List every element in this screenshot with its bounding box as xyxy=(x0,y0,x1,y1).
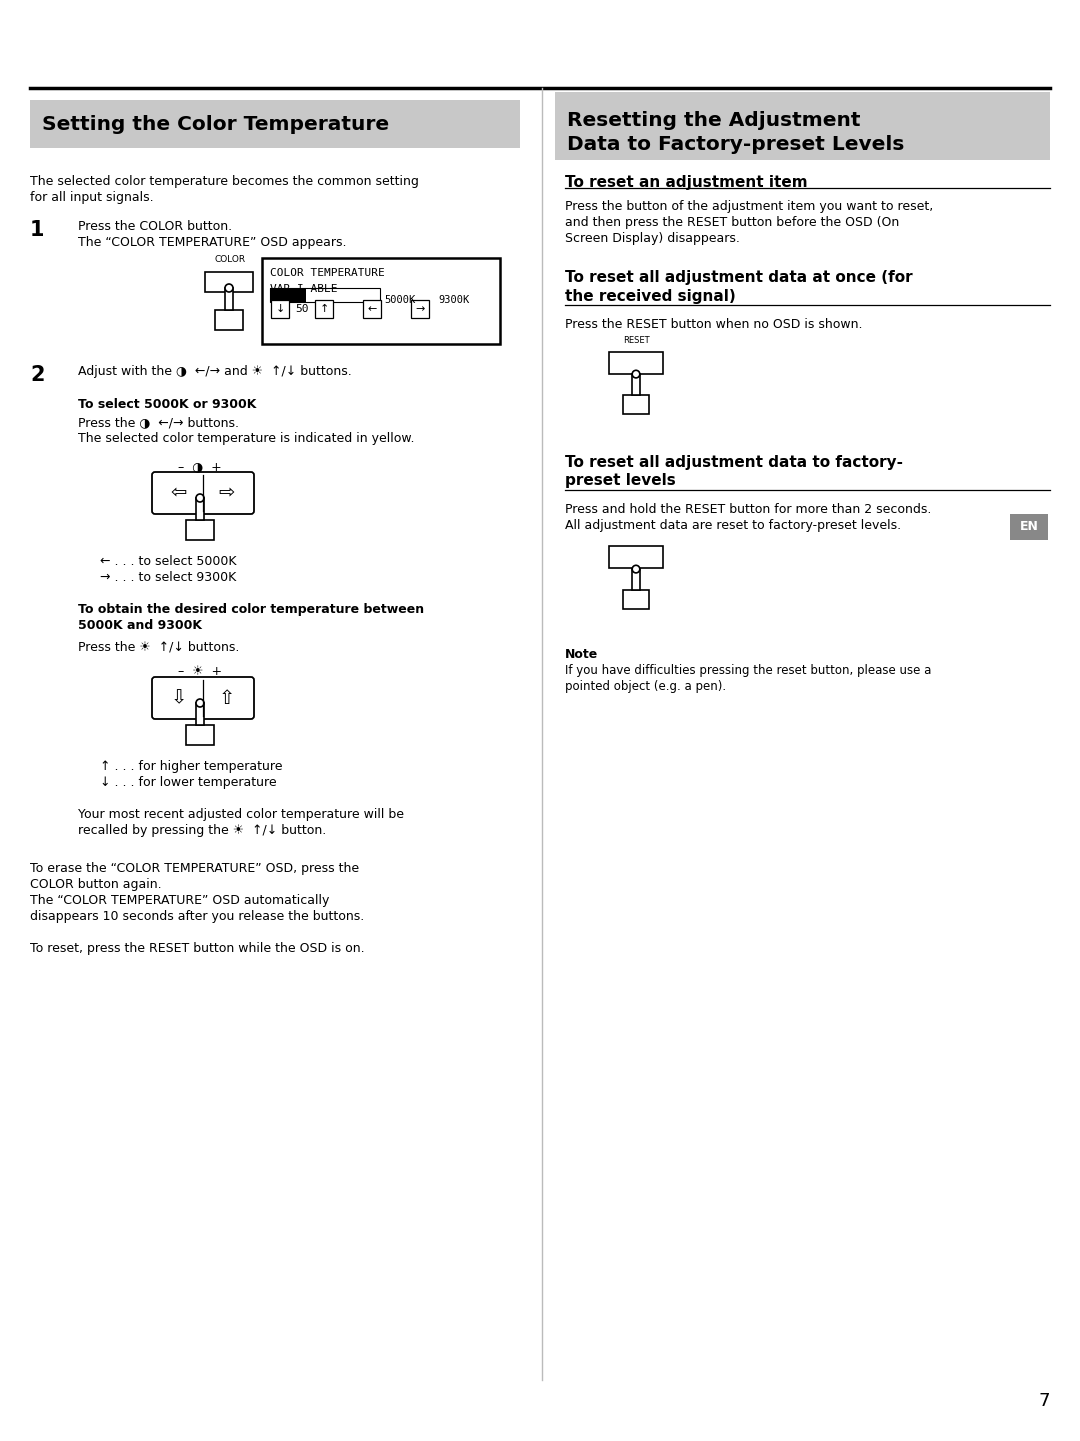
Text: preset levels: preset levels xyxy=(565,473,676,488)
Bar xyxy=(555,92,1050,160)
Text: The “COLOR TEMPERATURE” OSD appears.: The “COLOR TEMPERATURE” OSD appears. xyxy=(78,236,347,249)
Text: COLOR TEMPERATURE: COLOR TEMPERATURE xyxy=(270,268,384,278)
FancyBboxPatch shape xyxy=(152,473,254,514)
Polygon shape xyxy=(195,499,204,520)
Text: ↓: ↓ xyxy=(275,304,285,314)
Polygon shape xyxy=(186,520,214,540)
Text: Press and hold the RESET button for more than 2 seconds.: Press and hold the RESET button for more… xyxy=(565,503,931,516)
Polygon shape xyxy=(623,395,649,414)
Polygon shape xyxy=(632,375,639,395)
Text: –  ☀  +: – ☀ + xyxy=(178,664,222,679)
Text: 1: 1 xyxy=(30,220,44,241)
Text: ↑: ↑ xyxy=(320,304,328,314)
Text: →: → xyxy=(416,304,424,314)
Text: 5000K and 9300K: 5000K and 9300K xyxy=(78,620,202,633)
Text: Press the RESET button when no OSD is shown.: Press the RESET button when no OSD is sh… xyxy=(565,318,863,331)
Bar xyxy=(609,546,663,568)
Text: ⇧: ⇧ xyxy=(219,689,235,708)
Text: ← . . . to select 5000K: ← . . . to select 5000K xyxy=(100,555,237,568)
Bar xyxy=(270,288,306,303)
Text: To reset all adjustment data at once (for: To reset all adjustment data at once (fo… xyxy=(565,269,913,285)
Text: To select 5000K or 9300K: To select 5000K or 9300K xyxy=(78,398,256,411)
Text: 5000K: 5000K xyxy=(384,295,415,305)
Text: To reset all adjustment data to factory-: To reset all adjustment data to factory- xyxy=(565,455,903,470)
Text: 2: 2 xyxy=(30,365,44,385)
Text: pointed object (e.g. a pen).: pointed object (e.g. a pen). xyxy=(565,680,726,693)
Polygon shape xyxy=(195,703,204,725)
Circle shape xyxy=(225,284,233,293)
Bar xyxy=(1010,514,1048,540)
Text: and then press the RESET button before the OSD (On: and then press the RESET button before t… xyxy=(565,216,900,229)
Text: Screen Display) disappears.: Screen Display) disappears. xyxy=(565,232,740,245)
Text: ←: ← xyxy=(367,304,377,314)
Text: ⇨: ⇨ xyxy=(219,484,235,503)
Bar xyxy=(609,352,663,375)
Text: ↑ . . . for higher temperature: ↑ . . . for higher temperature xyxy=(100,759,283,772)
Text: 7: 7 xyxy=(1039,1392,1050,1409)
Text: If you have difficulties pressing the reset button, please use a: If you have difficulties pressing the re… xyxy=(565,664,931,677)
Text: disappears 10 seconds after you release the buttons.: disappears 10 seconds after you release … xyxy=(30,911,364,924)
Circle shape xyxy=(632,565,639,574)
Polygon shape xyxy=(215,310,243,330)
FancyBboxPatch shape xyxy=(152,677,254,719)
Text: Resetting the Adjustment: Resetting the Adjustment xyxy=(567,111,861,130)
Text: Press the ◑  ←/→ buttons.: Press the ◑ ←/→ buttons. xyxy=(78,416,239,429)
Bar xyxy=(30,99,519,148)
Circle shape xyxy=(195,699,204,708)
Text: Press the button of the adjustment item you want to reset,: Press the button of the adjustment item … xyxy=(565,200,933,213)
Text: –  ◑  +: – ◑ + xyxy=(178,460,221,473)
Text: ↓ . . . for lower temperature: ↓ . . . for lower temperature xyxy=(100,777,276,790)
Text: To reset, press the RESET button while the OSD is on.: To reset, press the RESET button while t… xyxy=(30,942,365,955)
Text: ⇦: ⇦ xyxy=(171,484,187,503)
Text: Note: Note xyxy=(565,648,598,661)
Text: The selected color temperature is indicated in yellow.: The selected color temperature is indica… xyxy=(78,432,415,445)
Polygon shape xyxy=(632,569,639,589)
Text: To obtain the desired color temperature between: To obtain the desired color temperature … xyxy=(78,602,424,615)
Bar xyxy=(363,300,381,318)
Text: COLOR button again.: COLOR button again. xyxy=(30,878,162,891)
Text: To erase the “COLOR TEMPERATURE” OSD, press the: To erase the “COLOR TEMPERATURE” OSD, pr… xyxy=(30,862,360,875)
Text: EN: EN xyxy=(1020,520,1039,533)
Bar xyxy=(315,300,333,318)
Text: Adjust with the ◑  ←/→ and ☀  ↑/↓ buttons.: Adjust with the ◑ ←/→ and ☀ ↑/↓ buttons. xyxy=(78,365,352,378)
Text: Data to Factory-preset Levels: Data to Factory-preset Levels xyxy=(567,135,904,154)
Text: for all input signals.: for all input signals. xyxy=(30,192,153,205)
Text: COLOR: COLOR xyxy=(215,255,245,264)
Text: The “COLOR TEMPERATURE” OSD automatically: The “COLOR TEMPERATURE” OSD automaticall… xyxy=(30,893,329,906)
Text: All adjustment data are reset to factory-preset levels.: All adjustment data are reset to factory… xyxy=(565,519,901,532)
Circle shape xyxy=(632,370,639,378)
Text: 50: 50 xyxy=(295,304,309,314)
Circle shape xyxy=(195,494,204,501)
Text: recalled by pressing the ☀  ↑/↓ button.: recalled by pressing the ☀ ↑/↓ button. xyxy=(78,824,326,837)
Text: VAR I ABLE: VAR I ABLE xyxy=(270,284,337,294)
Text: → . . . to select 9300K: → . . . to select 9300K xyxy=(100,571,237,584)
Bar xyxy=(262,258,500,344)
Text: the received signal): the received signal) xyxy=(565,290,735,304)
Text: Setting the Color Temperature: Setting the Color Temperature xyxy=(42,114,389,134)
Text: 9300K: 9300K xyxy=(438,295,469,305)
Text: Press the COLOR button.: Press the COLOR button. xyxy=(78,220,232,233)
Bar xyxy=(411,300,429,318)
Polygon shape xyxy=(623,589,649,610)
Text: Your most recent adjusted color temperature will be: Your most recent adjusted color temperat… xyxy=(78,808,404,821)
Text: ⇩: ⇩ xyxy=(171,689,187,708)
Bar xyxy=(271,300,289,318)
Bar xyxy=(270,288,380,303)
Bar xyxy=(205,272,253,293)
Text: The selected color temperature becomes the common setting: The selected color temperature becomes t… xyxy=(30,174,419,187)
Text: Press the ☀  ↑/↓ buttons.: Press the ☀ ↑/↓ buttons. xyxy=(78,640,240,653)
Text: RESET: RESET xyxy=(623,336,649,344)
Polygon shape xyxy=(225,288,233,310)
Polygon shape xyxy=(186,725,214,745)
Text: To reset an adjustment item: To reset an adjustment item xyxy=(565,174,808,190)
